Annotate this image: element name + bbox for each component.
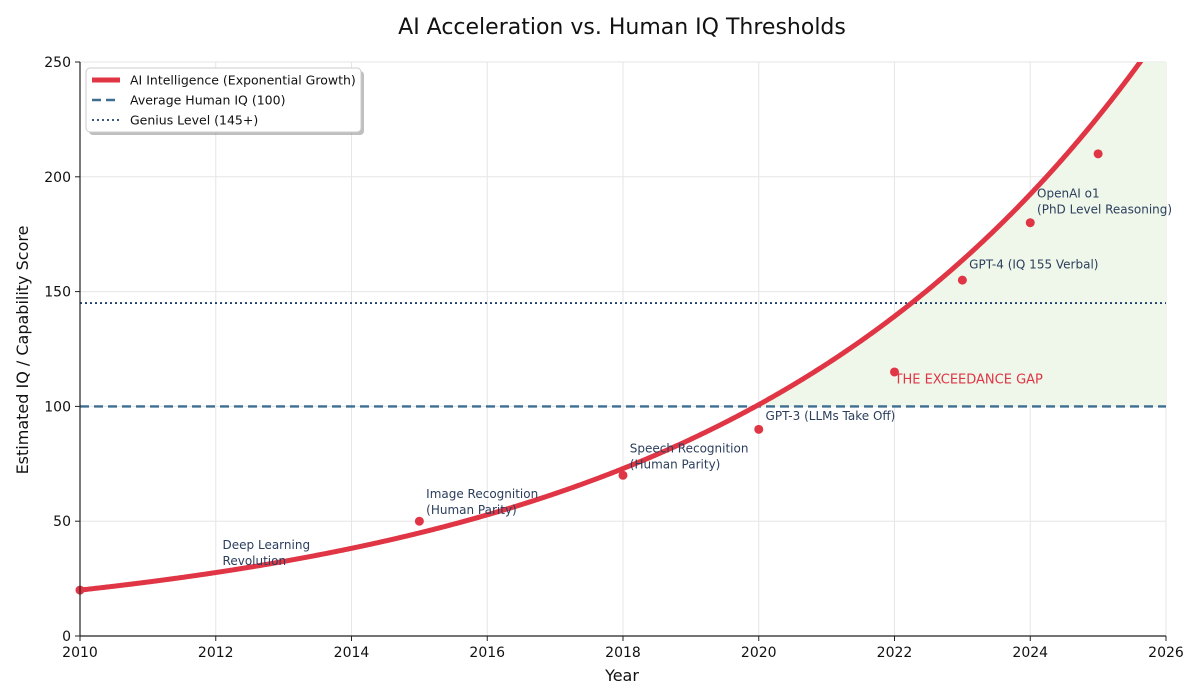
annotation-line: GPT-3 (LLMs Take Off) [766, 409, 896, 423]
chart-title: AI Acceleration vs. Human IQ Thresholds [398, 15, 846, 40]
annotation-line: Revolution [223, 554, 287, 568]
ticks: 2010 2012 2014 2016 2018 2020 2022 2024 2026 0 50 1… [44, 55, 1184, 661]
x-tick-label: 2016 [469, 645, 505, 661]
y-tick-label: 200 [44, 170, 71, 186]
annotation-line: THE EXCEEDANCE GAP [894, 372, 1044, 387]
exceedance-shading [758, 62, 1166, 407]
legend: AI Intelligence (Exponential Growth) Aver… [85, 67, 364, 135]
milestone-point [890, 367, 899, 377]
x-tick-label: 2010 [62, 645, 98, 661]
exceedance-gap-label: THE EXCEEDANCE GAP [894, 372, 1044, 387]
legend-entry-average-label: Average Human IQ (100) [130, 93, 285, 108]
y-tick-label: 0 [62, 629, 71, 645]
y-tick-label: 250 [44, 55, 71, 71]
milestone-point [618, 470, 628, 480]
annotation-line: (PhD Level Reasoning) [1037, 202, 1172, 216]
milestone-point [754, 424, 764, 434]
x-tick-label: 2012 [198, 645, 234, 661]
exceedance-gap-area [758, 62, 1166, 407]
milestone-annotation: Deep Learning Revolution [223, 538, 311, 568]
y-tick-label: 150 [44, 285, 71, 301]
annotation-line: (Human Parity) [630, 457, 721, 471]
annotations: Deep Learning Revolution Image Recognition… [223, 186, 1173, 567]
milestone-point [1093, 149, 1103, 159]
x-tick-label: 2026 [1148, 645, 1184, 661]
legend-box [85, 67, 362, 133]
ai-curve-group [80, 62, 1144, 593]
milestone-points [75, 149, 1103, 595]
x-tick-label: 2024 [1012, 645, 1048, 661]
x-tick-label: 2020 [741, 645, 777, 661]
ai-intelligence-curve [80, 62, 1144, 593]
milestone-annotation: Image Recognition (Human Parity) [426, 487, 538, 517]
milestone-point [957, 275, 967, 285]
x-tick-label: 2014 [334, 645, 370, 661]
annotation-line: Image Recognition [426, 487, 538, 501]
annotation-line: Speech Recognition [630, 441, 749, 455]
y-axis-label: Estimated IQ / Capability Score [13, 226, 32, 475]
reference-lines [80, 302, 1166, 408]
milestone-point [414, 516, 424, 526]
x-tick-label: 2022 [877, 645, 913, 661]
milestone-annotation: GPT-3 (LLMs Take Off) [766, 409, 896, 423]
annotation-line: (Human Parity) [426, 503, 517, 517]
annotation-line: Deep Learning [223, 538, 311, 552]
milestone-annotation: GPT-4 (IQ 155 Verbal) [969, 258, 1098, 272]
milestone-point [1025, 218, 1035, 228]
x-axis-label: Year [604, 666, 639, 685]
y-tick-label: 50 [53, 514, 71, 530]
milestone-annotation: Speech Recognition (Human Parity) [630, 441, 749, 471]
annotation-line: OpenAI o1 [1037, 186, 1100, 200]
x-tick-label: 2018 [605, 645, 641, 661]
legend-entry-genius-label: Genius Level (145+) [130, 113, 258, 128]
legend-entry-ai-label: AI Intelligence (Exponential Growth) [130, 73, 356, 88]
y-tick-label: 100 [44, 399, 71, 415]
milestone-annotation: OpenAI o1 (PhD Level Reasoning) [1037, 186, 1172, 216]
annotation-line: GPT-4 (IQ 155 Verbal) [969, 258, 1098, 272]
